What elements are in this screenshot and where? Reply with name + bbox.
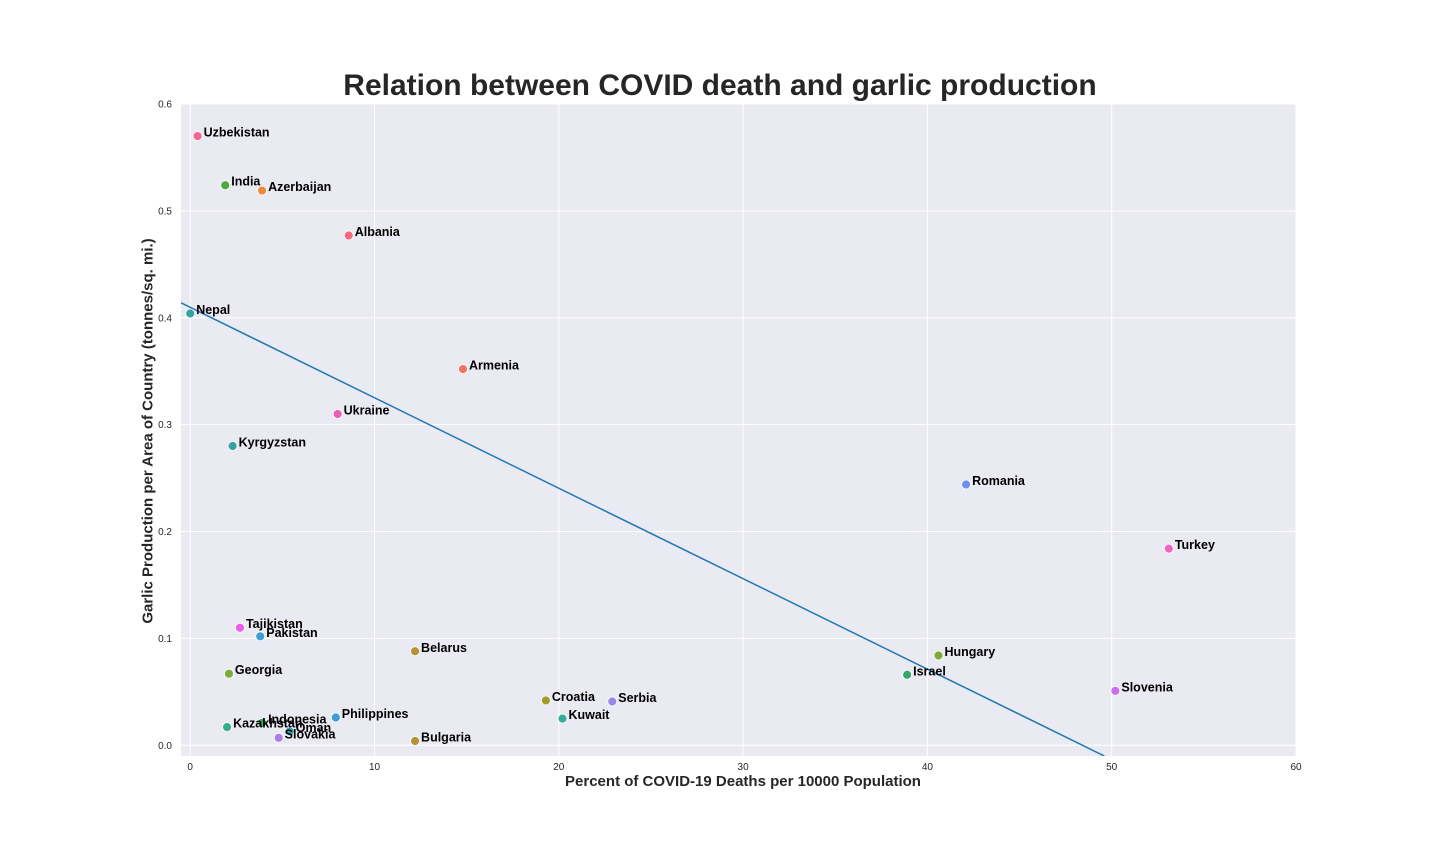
point-label: India (231, 175, 261, 189)
point-label: Pakistan (266, 626, 317, 640)
data-point (257, 717, 267, 728)
y-tick-label: 0.2 (158, 527, 172, 538)
point-label: Philippines (342, 707, 409, 721)
point-label: Tajikistan (246, 617, 303, 631)
point-label: Nepal (196, 303, 230, 317)
data-point (185, 308, 196, 319)
x-tick-label: 60 (1290, 762, 1302, 773)
regression-line (181, 302, 1105, 756)
tick-labels: 0 10 20 30 40 50 60 0.0 0.1 0.2 0.3 0.4 0.5 0.6 (158, 100, 1302, 774)
point-label: Slovakia (285, 727, 337, 741)
data-point (410, 646, 420, 657)
x-tick-label: 30 (738, 762, 750, 773)
y-tick-label: 0.6 (158, 100, 172, 111)
data-point (257, 185, 267, 196)
point-label: Bulgaria (421, 731, 472, 745)
data-point (607, 696, 618, 707)
point-label: Croatia (552, 690, 596, 704)
y-tick-label: 0.3 (158, 420, 172, 431)
data-points (185, 131, 1174, 746)
point-label: Indonesia (268, 712, 327, 726)
data-point (330, 712, 341, 723)
x-tick-label: 0 (187, 762, 193, 773)
data-point (1110, 685, 1121, 696)
grid-lines (181, 103, 1297, 756)
data-point (541, 695, 551, 706)
y-tick-label: 0.1 (158, 634, 172, 645)
data-point (458, 364, 468, 374)
point-label: Kyrgyzstan (239, 436, 306, 450)
point-label: Turkey (1175, 538, 1215, 552)
x-tick-label: 10 (369, 762, 381, 773)
data-point (1163, 543, 1174, 554)
chart-title: Relation between COVID death and garlic … (343, 69, 1097, 102)
point-label: Uzbekistan (204, 126, 270, 140)
point-label: Azerbaijan (268, 180, 331, 194)
data-point (235, 622, 245, 633)
data-point (902, 669, 913, 680)
y-tick-label: 0.0 (158, 741, 172, 752)
data-point (557, 713, 568, 724)
y-tick-label: 0.5 (158, 206, 172, 217)
plot-area (181, 104, 1296, 756)
data-point (220, 180, 231, 191)
data-point (410, 736, 420, 746)
point-label: Georgia (235, 663, 283, 677)
point-label: Oman (296, 721, 331, 735)
point-label: Israel (913, 664, 946, 678)
point-labels: Uzbekistan India Azerbaijan Albania Nepal Arm… (196, 126, 1215, 745)
data-point (224, 668, 234, 679)
point-label: Armenia (469, 359, 520, 373)
data-point (273, 732, 284, 743)
x-tick-label: 40 (922, 762, 934, 773)
data-point (332, 409, 343, 419)
point-label: Serbia (618, 691, 657, 705)
point-label: Belarus (421, 641, 467, 655)
point-label: Kuwait (568, 708, 610, 722)
data-point (255, 631, 266, 642)
point-label: Romania (972, 474, 1026, 488)
x-tick-label: 50 (1106, 762, 1118, 773)
point-label: Kazakhstan (233, 717, 302, 731)
data-point (961, 479, 972, 490)
y-axis-label: Garlic Production per Area of Country (t… (139, 238, 157, 624)
data-point (227, 441, 238, 451)
regression-line-group (181, 302, 1105, 756)
data-point (222, 722, 232, 733)
data-point (284, 726, 295, 737)
data-point (933, 650, 944, 661)
point-label: Hungary (944, 645, 995, 659)
point-label: Ukraine (344, 403, 390, 417)
data-point (192, 131, 203, 141)
point-label: Albania (355, 225, 401, 239)
x-tick-label: 20 (553, 762, 565, 773)
data-point (343, 230, 354, 241)
x-axis-label: Percent of COVID-19 Deaths per 10000 Pop… (565, 773, 921, 790)
point-label: Slovenia (1121, 680, 1173, 694)
y-tick-label: 0.4 (158, 313, 172, 324)
